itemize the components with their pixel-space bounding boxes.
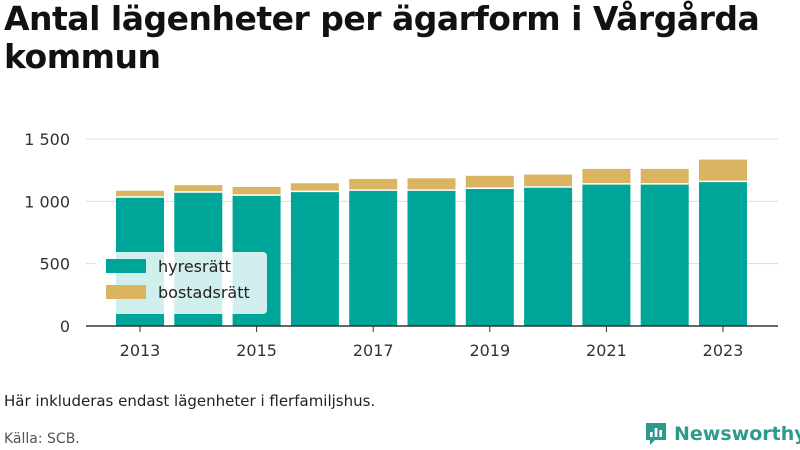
bar-hyresratt bbox=[290, 191, 339, 326]
x-tick-label: 2019 bbox=[469, 341, 510, 360]
bar-bostadsratt bbox=[699, 159, 747, 182]
bar-hyresratt bbox=[349, 190, 398, 326]
brand-name: Newsworthy bbox=[674, 423, 800, 445]
bar-hyresratt bbox=[699, 181, 747, 326]
bar-bostadsratt bbox=[290, 183, 339, 192]
source-note: Källa: SCB. bbox=[4, 431, 80, 447]
bar-bostadsratt bbox=[465, 175, 514, 189]
y-tick-label: 1 500 bbox=[24, 130, 70, 149]
bar-hyresratt bbox=[582, 183, 631, 326]
y-tick-label: 1 000 bbox=[24, 192, 70, 211]
x-tick-label: 2015 bbox=[236, 341, 277, 360]
x-tick-label: 2013 bbox=[120, 341, 161, 360]
y-axis-ticks: 0 500 1 000 1 500 bbox=[24, 130, 70, 336]
bar-bostadsratt bbox=[232, 186, 281, 196]
legend-label: bostadsrätt bbox=[158, 283, 250, 302]
legend-label: hyresrätt bbox=[158, 257, 231, 276]
x-tick-label: 2023 bbox=[703, 341, 744, 360]
bar-bostadsratt bbox=[582, 168, 631, 184]
y-tick-label: 500 bbox=[39, 255, 70, 274]
bar-bostadsratt bbox=[524, 174, 573, 187]
legend-swatch bbox=[106, 285, 146, 299]
legend: hyresrätt bostadsrätt bbox=[95, 252, 267, 314]
bar-bostadsratt bbox=[174, 185, 223, 192]
bar-hyresratt bbox=[407, 190, 456, 326]
footnote: Här inkluderas endast lägenheter i flerf… bbox=[4, 392, 376, 410]
y-tick-label: 0 bbox=[60, 317, 70, 336]
bar-hyresratt bbox=[465, 188, 514, 326]
bar-bostadsratt bbox=[349, 178, 398, 191]
x-axis-ticks: 2013 2015 2017 2019 2021 2023 bbox=[120, 326, 744, 360]
bar-hyresratt bbox=[640, 183, 689, 326]
bar-hyresratt bbox=[524, 186, 573, 326]
bar-bostadsratt bbox=[407, 178, 456, 191]
chart-title: Antal lägenheter per ägarform i Vårgårda… bbox=[4, 0, 760, 76]
x-tick-label: 2017 bbox=[353, 341, 394, 360]
bar-bostadsratt bbox=[640, 168, 689, 184]
brand-logo: Newsworthy bbox=[644, 420, 800, 448]
x-tick-label: 2021 bbox=[586, 341, 627, 360]
bar-bostadsratt bbox=[116, 190, 164, 197]
newsworthy-logo-icon bbox=[646, 423, 666, 445]
legend-swatch bbox=[106, 259, 146, 273]
